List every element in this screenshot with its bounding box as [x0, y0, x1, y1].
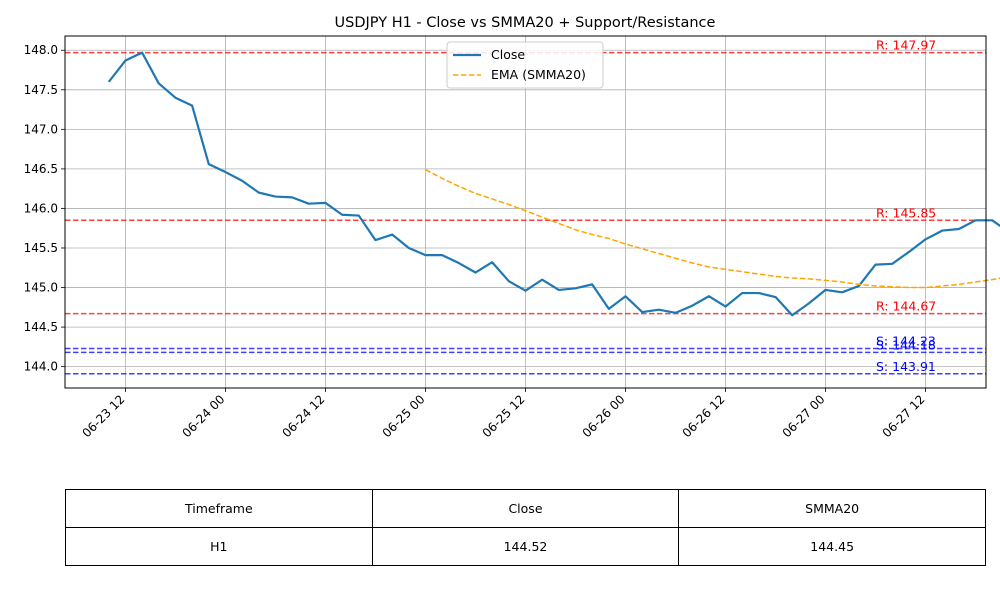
- x-tick-label: 06-27 12: [880, 392, 928, 440]
- table-header-cell: Timeframe: [66, 490, 373, 528]
- y-tick-label: 147.0: [24, 122, 58, 136]
- level-label: R: 147.97: [876, 38, 936, 53]
- y-axis-ticks: 144.0 144.5 145.0 145.5 146.0 146.5 147.0 147.5…: [24, 43, 65, 373]
- x-tick-label: 06-24 00: [180, 392, 228, 440]
- table-cell: 144.45: [679, 528, 986, 566]
- y-tick-label: 144.5: [24, 320, 58, 334]
- legend: Close EMA (SMMA20): [447, 42, 603, 88]
- level-label: R: 145.85: [876, 205, 936, 220]
- table-header-row: Timeframe Close SMMA20: [66, 490, 986, 528]
- y-tick-label: 147.5: [24, 83, 58, 97]
- y-tick-label: 145.5: [24, 241, 58, 255]
- x-tick-label: 06-25 12: [480, 392, 528, 440]
- legend-close-label: Close: [491, 47, 525, 62]
- y-tick-label: 145.0: [24, 281, 58, 295]
- x-tick-label: 06-25 00: [380, 392, 428, 440]
- table-cell: H1: [66, 528, 373, 566]
- chart-title: USDJPY H1 - Close vs SMMA20 + Support/Re…: [335, 15, 716, 31]
- y-tick-label: 148.0: [24, 43, 58, 57]
- table-header-cell: Close: [372, 490, 679, 528]
- price-chart: USDJPY H1 - Close vs SMMA20 + Support/Re…: [0, 0, 1000, 470]
- level-label: S: 144.18: [876, 337, 936, 352]
- summary-table: Timeframe Close SMMA20 H1 144.52 144.45: [65, 489, 986, 566]
- x-tick-label: 06-26 00: [580, 392, 628, 440]
- x-tick-label: 06-23 12: [79, 392, 127, 440]
- y-tick-label: 146.0: [24, 201, 58, 215]
- table-row: H1 144.52 144.45: [66, 528, 986, 566]
- legend-smma-label: EMA (SMMA20): [491, 67, 586, 82]
- table-cell: 144.52: [372, 528, 679, 566]
- x-tick-label: 06-27 00: [780, 392, 828, 440]
- level-label: R: 144.67: [876, 299, 936, 314]
- x-tick-label: 06-24 12: [280, 392, 328, 440]
- table-header-cell: SMMA20: [679, 490, 986, 528]
- y-tick-label: 146.5: [24, 162, 58, 176]
- level-label: S: 143.91: [876, 359, 936, 374]
- y-tick-label: 144.0: [24, 360, 58, 374]
- x-axis-ticks: 06-23 12 06-24 00 06-24 12 06-25 00 06-25 12…: [79, 388, 927, 440]
- x-tick-label: 06-26 12: [680, 392, 728, 440]
